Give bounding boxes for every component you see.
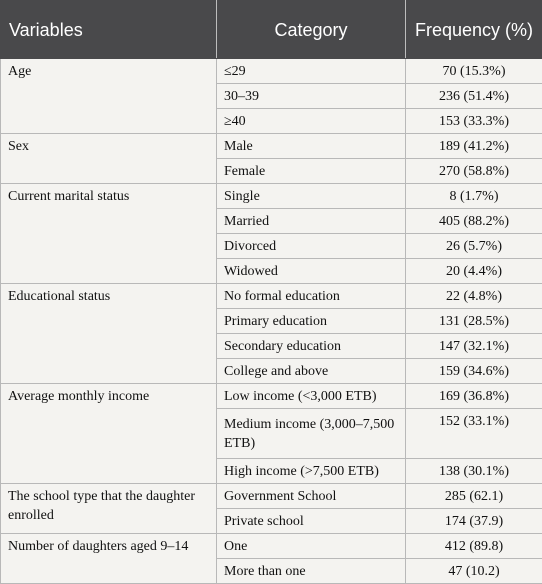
variable-cell: Educational status [1, 284, 217, 384]
category-cell: ≥40 [217, 109, 406, 134]
frequency-cell: 147 (32.1%) [406, 334, 542, 359]
variable-cell: Age [1, 59, 217, 134]
frequency-cell: 131 (28.5%) [406, 309, 542, 334]
category-cell: More than one [217, 559, 406, 584]
category-cell: Male [217, 134, 406, 159]
category-cell: Primary education [217, 309, 406, 334]
category-cell: Widowed [217, 259, 406, 284]
category-cell: High income (>7,500 ETB) [217, 459, 406, 484]
frequency-cell: 285 (62.1) [406, 484, 542, 509]
header-category: Category [217, 1, 406, 59]
category-cell: Divorced [217, 234, 406, 259]
category-cell: Government School [217, 484, 406, 509]
frequency-cell: 8 (1.7%) [406, 184, 542, 209]
category-cell: Married [217, 209, 406, 234]
category-cell: Low income (<3,000 ETB) [217, 384, 406, 409]
frequency-cell: 20 (4.4%) [406, 259, 542, 284]
frequency-cell: 47 (10.2) [406, 559, 542, 584]
frequency-cell: 270 (58.8%) [406, 159, 542, 184]
frequency-cell: 236 (51.4%) [406, 84, 542, 109]
frequency-cell: 26 (5.7%) [406, 234, 542, 259]
variable-cell: Sex [1, 134, 217, 184]
category-cell: Single [217, 184, 406, 209]
category-cell: College and above [217, 359, 406, 384]
header-frequency: Frequency (%) [406, 1, 542, 59]
frequency-cell: 22 (4.8%) [406, 284, 542, 309]
category-cell: One [217, 534, 406, 559]
variable-cell: Average monthly income [1, 384, 217, 484]
table-row: Age ≤29 70 (15.3%) [1, 59, 542, 84]
category-cell: Female [217, 159, 406, 184]
category-cell: Medium income (3,000–7,500 ETB) [217, 409, 406, 459]
variable-cell: Number of daughters aged 9–14 [1, 534, 217, 584]
frequency-cell: 174 (37.9) [406, 509, 542, 534]
table-row: Average monthly income Low income (<3,00… [1, 384, 542, 409]
variable-cell: The school type that the daughter enroll… [1, 484, 217, 534]
table-row: Current marital status Single 8 (1.7%) [1, 184, 542, 209]
frequency-cell: 412 (89.8) [406, 534, 542, 559]
frequency-cell: 153 (33.3%) [406, 109, 542, 134]
header-row: Variables Category Frequency (%) [1, 1, 542, 59]
table-row: Sex Male 189 (41.2%) [1, 134, 542, 159]
category-cell: Secondary education [217, 334, 406, 359]
frequency-cell: 189 (41.2%) [406, 134, 542, 159]
category-cell: No formal education [217, 284, 406, 309]
category-cell: 30–39 [217, 84, 406, 109]
variable-cell: Current marital status [1, 184, 217, 284]
category-cell: ≤29 [217, 59, 406, 84]
frequency-cell: 159 (34.6%) [406, 359, 542, 384]
frequency-cell: 70 (15.3%) [406, 59, 542, 84]
frequency-cell: 138 (30.1%) [406, 459, 542, 484]
header-variables: Variables [1, 1, 217, 59]
category-cell: Private school [217, 509, 406, 534]
table-row: Number of daughters aged 9–14 One 412 (8… [1, 534, 542, 559]
frequency-cell: 405 (88.2%) [406, 209, 542, 234]
frequency-cell: 169 (36.8%) [406, 384, 542, 409]
table-row: Educational status No formal education 2… [1, 284, 542, 309]
table-row: The school type that the daughter enroll… [1, 484, 542, 509]
frequency-cell: 152 (33.1%) [406, 409, 542, 459]
